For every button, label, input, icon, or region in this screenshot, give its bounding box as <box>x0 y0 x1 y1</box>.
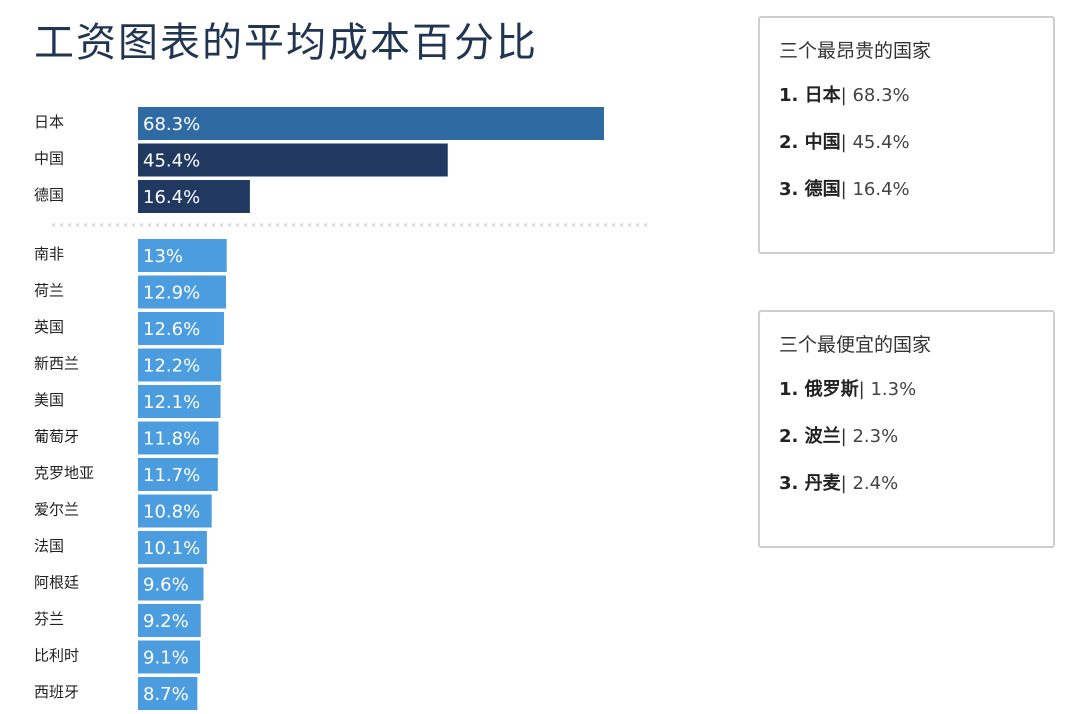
cheapest-item-name: 3. 丹麦 <box>779 473 841 494</box>
bar-value-label: 11.8% <box>143 429 200 450</box>
cheapest-panel: 三个最便宜的国家 1. 俄罗斯| 1.3% 2. 波兰| 2.3% 3. 丹麦|… <box>758 310 1055 548</box>
bar <box>138 494 212 528</box>
bar <box>138 385 221 418</box>
bar-value-label: 12.9% <box>143 283 200 304</box>
most-expensive-title: 三个最昂贵的国家 <box>779 40 932 62</box>
country-label: 新西兰 <box>34 355 79 373</box>
country-label: 西班牙 <box>34 683 79 701</box>
bar-value-label: 45.4% <box>143 151 200 172</box>
bar-value-label: 68.3% <box>143 114 200 135</box>
country-label: 葡萄牙 <box>34 428 79 446</box>
bar <box>138 312 224 345</box>
bar-value-label: 12.1% <box>143 392 200 413</box>
country-label: 芬兰 <box>34 610 64 628</box>
bar-value-label: 9.1% <box>143 648 189 669</box>
expensive-item-name: 1. 日本 <box>779 85 841 106</box>
bar <box>138 180 250 213</box>
bar-value-label: 16.4% <box>143 187 200 208</box>
bar <box>138 677 198 710</box>
cheapest-item-name: 1. 俄罗斯 <box>779 379 859 400</box>
bar-value-label: 9.6% <box>143 575 189 596</box>
country-label: 克罗地亚 <box>34 464 94 482</box>
bar <box>138 143 448 177</box>
cheapest-item-value: 2.3% <box>852 426 899 447</box>
bar-value-label: 9.2% <box>143 611 189 632</box>
bar <box>138 640 201 674</box>
country-label: 南非 <box>34 245 64 263</box>
bar-chart: 日本 68.3% 中国 45.4% 德国 16.4% 南非 13% 荷兰 12.9% 英国 12.6%… <box>34 107 652 710</box>
country-label: 爱尔兰 <box>34 501 79 519</box>
expensive-item-2: 2. 中国| 45.4% <box>779 132 910 153</box>
bar <box>138 275 227 309</box>
country-label: 阿根廷 <box>34 574 79 592</box>
cheapest-item-value: 1.3% <box>870 379 917 400</box>
cheapest-item-name: 2. 波兰 <box>779 426 841 447</box>
bar <box>138 348 222 382</box>
bar <box>138 567 204 601</box>
bar-value-label: 10.1% <box>143 538 200 559</box>
bar <box>138 239 227 272</box>
country-label: 比利时 <box>34 647 79 665</box>
bar <box>138 421 219 455</box>
country-label: 美国 <box>34 391 64 409</box>
expensive-item-value: 16.4% <box>852 179 910 200</box>
cheapest-item-value: 2.4% <box>852 473 899 494</box>
most-expensive-panel: 三个最昂贵的国家 1. 日本| 68.3% 2. 中国| 45.4% 3. 德国… <box>758 16 1055 254</box>
bar-value-label: 10.8% <box>143 502 200 523</box>
country-label: 荷兰 <box>34 282 64 300</box>
country-label: 法国 <box>34 537 64 555</box>
cheapest-title: 三个最便宜的国家 <box>779 334 932 356</box>
expensive-item-value: 68.3% <box>852 85 910 106</box>
country-label: 德国 <box>34 186 64 204</box>
cheapest-item-3: 3. 丹麦| 2.4% <box>779 473 899 494</box>
chart-title: 工资图表的平均成本百分比 <box>34 20 538 66</box>
country-label: 英国 <box>34 318 64 336</box>
bar-value-label: 13% <box>143 246 183 267</box>
bar <box>138 107 604 140</box>
bar-value-label: 12.2% <box>143 356 200 377</box>
cheapest-item-1: 1. 俄罗斯| 1.3% <box>779 379 917 400</box>
bar-value-label: 12.6% <box>143 319 200 340</box>
bar <box>138 604 201 637</box>
bar <box>138 458 218 491</box>
bar <box>138 531 207 564</box>
country-label: 中国 <box>34 150 64 168</box>
bar-value-label: 8.7% <box>143 684 189 705</box>
bar-value-label: 11.7% <box>143 465 200 486</box>
cheapest-item-2: 2. 波兰| 2.3% <box>779 426 899 447</box>
expensive-item-value: 45.4% <box>852 132 910 153</box>
country-label: 日本 <box>34 113 64 131</box>
expensive-item-name: 3. 德国 <box>779 179 841 200</box>
expensive-item-1: 1. 日本| 68.3% <box>779 85 910 106</box>
expensive-item-name: 2. 中国 <box>779 132 841 153</box>
expensive-item-3: 3. 德国| 16.4% <box>779 179 910 200</box>
